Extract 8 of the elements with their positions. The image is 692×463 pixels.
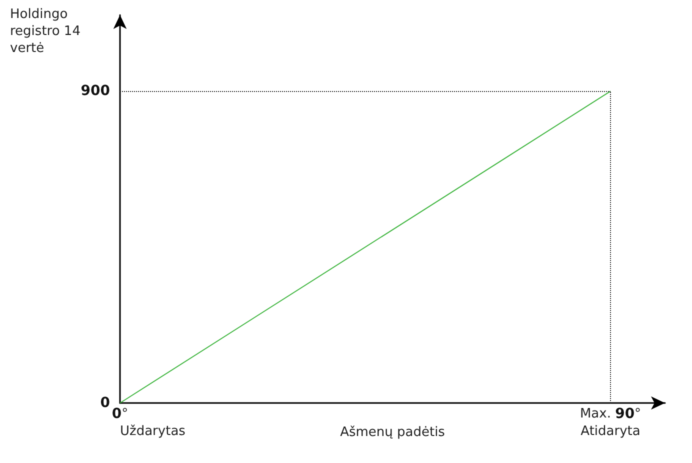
- x-tick-label: 0°: [112, 406, 128, 422]
- y-tick-label: 0: [100, 395, 110, 411]
- y-tick-label: 900: [80, 83, 110, 100]
- x-axis-title: Ašmenų padėtis: [340, 424, 446, 440]
- x-tick-label: Max. 90°: [580, 406, 642, 422]
- text: Uždarytas: [120, 424, 186, 439]
- y-axis-title: Holdingo registro 14 vertė: [10, 7, 85, 56]
- text: Atidaryta: [580, 424, 640, 439]
